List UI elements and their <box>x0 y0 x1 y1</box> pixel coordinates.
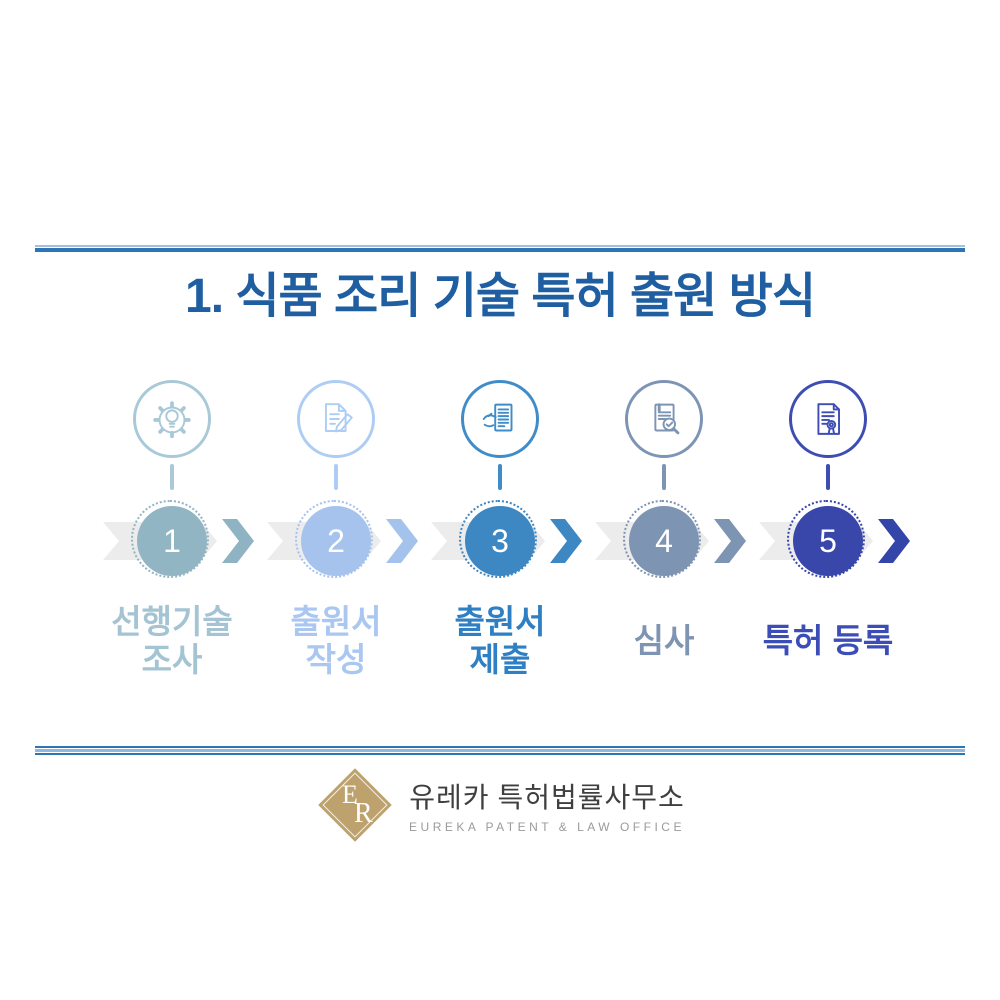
lightbulb-gear-icon <box>133 380 211 458</box>
step-band: 4 <box>582 499 746 583</box>
connector-line <box>170 464 174 490</box>
company-name-english: EUREKA PATENT & LAW OFFICE <box>409 820 685 834</box>
step-number-ring <box>459 500 537 578</box>
step-label: 출원서 작성 <box>241 599 431 683</box>
step-number-circle: 1 <box>137 506 207 576</box>
document-submit-icon <box>461 380 539 458</box>
company-name-block: 유레카 특허법률사무소 EUREKA PATENT & LAW OFFICE <box>409 776 685 834</box>
step-number-circle: 3 <box>465 506 535 576</box>
step-band: 3 <box>418 499 582 583</box>
chevron-arrow-icon <box>878 519 910 563</box>
process-step-4: 4 심사 <box>582 380 746 683</box>
step-band: 1 <box>90 499 254 583</box>
chevron-arrow-icon <box>714 519 746 563</box>
process-steps-row: 1 선행기술 조사 2 출원서 작성 3 출원서 제출 4 심사 5 특허 등록 <box>90 380 910 683</box>
footer-logo-block: E R 유레카 특허법률사무소 EUREKA PATENT & LAW OFFI… <box>0 765 1000 845</box>
divider-thin-line <box>35 746 965 748</box>
step-number-circle: 5 <box>793 506 863 576</box>
process-step-3: 3 출원서 제출 <box>418 380 582 683</box>
step-label-line: 제출 <box>469 641 531 678</box>
document-pencil-icon <box>297 380 375 458</box>
step-label-line: 출원서 <box>290 602 382 640</box>
step-band: 5 <box>746 499 910 583</box>
top-divider <box>35 245 965 252</box>
connector-line <box>334 464 338 490</box>
step-label: 특허 등록 <box>733 599 923 683</box>
process-step-1: 1 선행기술 조사 <box>90 380 254 683</box>
divider-thick-line <box>35 248 965 252</box>
chevron-arrow-icon <box>222 519 254 563</box>
chevron-arrow-icon <box>550 519 582 563</box>
divider-thin-line <box>35 753 965 755</box>
divider-thin-line <box>35 245 965 247</box>
logo-letter-e: E <box>342 780 358 809</box>
step-label-line: 심사 <box>633 621 695 659</box>
step-number-circle: 2 <box>301 506 371 576</box>
certificate-icon <box>789 380 867 458</box>
step-number-ring <box>623 500 701 578</box>
divider-mid-line <box>35 749 965 752</box>
step-number-ring <box>787 500 865 578</box>
connector-line <box>662 464 666 490</box>
step-number-circle: 4 <box>629 506 699 576</box>
step-label-line: 출원서 <box>454 602 546 640</box>
step-label-line: 작성 <box>305 641 367 678</box>
step-label: 심사 <box>569 599 759 683</box>
step-band: 2 <box>254 499 418 583</box>
step-label-line: 선행기술 <box>111 602 233 640</box>
document-review-icon <box>625 380 703 458</box>
connector-line <box>498 464 502 490</box>
eureka-logo-icon: E R <box>315 765 395 845</box>
company-name-korean: 유레카 특허법률사무소 <box>409 783 685 814</box>
step-number-ring <box>295 500 373 578</box>
chevron-arrow-icon <box>386 519 418 563</box>
step-label-line: 조사 <box>141 641 203 678</box>
connector-line <box>826 464 830 490</box>
step-label-line: 특허 등록 <box>762 621 894 659</box>
step-number-ring <box>131 500 209 578</box>
logo-letter-r: R <box>354 798 373 829</box>
page-title: 1. 식품 조리 기술 특허 출원 방식 <box>185 270 816 323</box>
process-step-5: 5 특허 등록 <box>746 380 910 683</box>
step-label: 선행기술 조사 <box>77 599 267 683</box>
process-step-2: 2 출원서 작성 <box>254 380 418 683</box>
step-label: 출원서 제출 <box>405 599 595 683</box>
bottom-divider <box>35 746 965 755</box>
